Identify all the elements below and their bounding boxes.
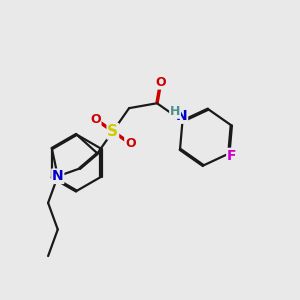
Text: O: O [125,137,136,150]
Text: H: H [170,105,180,118]
Text: N: N [176,109,188,123]
Text: N: N [52,169,64,183]
Text: O: O [90,113,101,126]
Text: F: F [227,148,236,163]
Text: S: S [107,124,118,139]
Text: O: O [155,76,166,89]
